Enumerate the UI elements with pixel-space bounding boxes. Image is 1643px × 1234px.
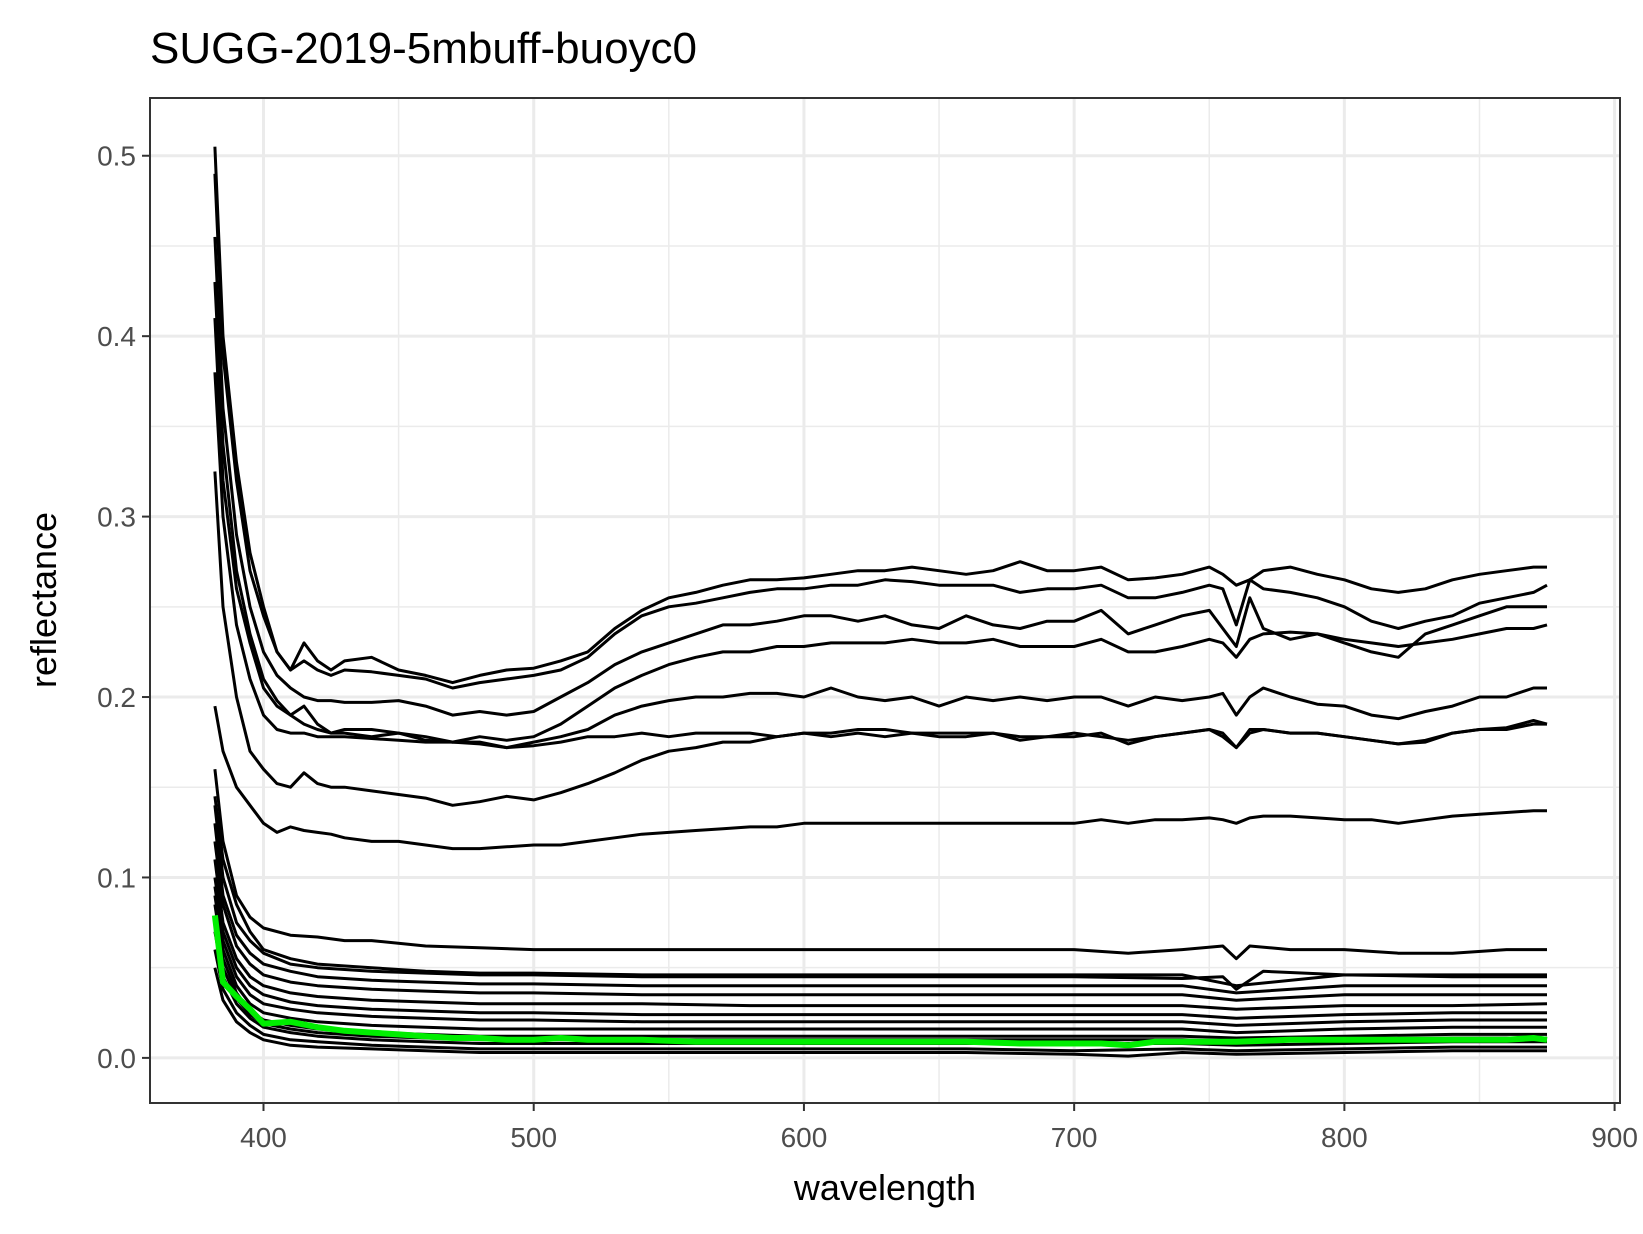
y-tick-label: 0.3	[97, 502, 136, 533]
spectrum-line-15	[213, 886, 1547, 1027]
x-tick-label: 800	[1321, 1122, 1368, 1153]
y-tick-label: 0.5	[97, 141, 136, 172]
spectrum-line-14	[213, 877, 1547, 1020]
spectrum-line-20	[213, 967, 1547, 1058]
x-axis-title: wavelength	[793, 1167, 976, 1208]
spectrum-line-8	[213, 705, 1547, 851]
grid-minor	[150, 98, 1620, 1103]
spectrum-line-18	[213, 931, 1547, 1047]
spectrum-line-12	[213, 841, 1547, 1002]
panel-background	[150, 98, 1620, 1103]
spectrum-line-4	[213, 281, 1548, 744]
highlight-spectrum-line	[211, 915, 1548, 1049]
highlight-layer	[211, 915, 1548, 1049]
x-axis: 400 500 600 700 800 900	[240, 1103, 1638, 1153]
x-tick-label: 600	[781, 1122, 828, 1153]
x-tick-label: 400	[240, 1122, 287, 1153]
x-tick-label: 700	[1051, 1122, 1098, 1153]
spectrum-line-16	[213, 895, 1547, 1035]
y-axis: 0.0 0.1 0.2 0.3 0.4 0.5	[97, 141, 150, 1074]
y-axis-title: reflectance	[23, 512, 64, 688]
spectrum-line-2	[213, 173, 1548, 690]
plot-panel	[149, 97, 1621, 1104]
spectrum-line-7	[213, 471, 1548, 807]
y-tick-label: 0.0	[97, 1043, 136, 1074]
spectrum-line-3	[213, 236, 1547, 717]
series-layer	[213, 146, 1548, 1058]
y-tick-label: 0.1	[97, 862, 136, 893]
spectrum-line-11	[213, 823, 1547, 995]
grid-major	[150, 98, 1620, 1103]
spectrum-line-9	[213, 769, 1547, 961]
y-tick-label: 0.4	[97, 321, 136, 352]
x-tick-label: 900	[1591, 1122, 1638, 1153]
spectrum-line-5	[213, 318, 1547, 750]
chart-title: SUGG-2019-5mbuff-buoyc0	[150, 24, 697, 73]
x-tick-label: 500	[510, 1122, 557, 1153]
y-tick-label: 0.2	[97, 682, 136, 713]
spectrum-line-21	[213, 796, 1547, 988]
spectrum-line-1	[213, 146, 1547, 685]
spectrum-line-19	[213, 949, 1547, 1053]
spectrum-line-13	[213, 859, 1548, 1011]
panel-border	[149, 97, 1621, 1104]
